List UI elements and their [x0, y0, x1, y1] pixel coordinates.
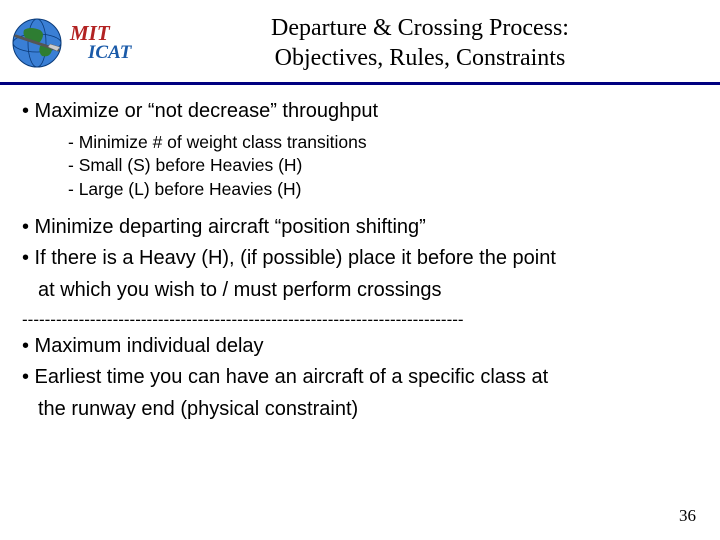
logo-secondary: ICAT [88, 44, 131, 62]
slide-header: MIT ICAT Departure & Crossing Process: O… [0, 0, 720, 78]
bullet-5a: • Earliest time you can have an aircraft… [22, 365, 698, 391]
title-line-2: Objectives, Rules, Constraints [180, 43, 660, 73]
bullet-4: • Maximum individual delay [22, 334, 698, 360]
sub-3: - Large (L) before Heavies (H) [68, 178, 698, 201]
logo-primary: MIT [70, 24, 131, 44]
dash-separator: ----------------------------------------… [22, 310, 698, 330]
slide-content: • Maximize or “not decrease” throughput … [0, 99, 720, 422]
logo-block: MIT ICAT [10, 16, 180, 70]
bullet-3b: at which you wish to / must perform cros… [38, 278, 698, 304]
header-divider [0, 82, 720, 85]
globe-icon [10, 16, 64, 70]
page-number: 36 [679, 506, 696, 526]
title-line-1: Departure & Crossing Process: [180, 13, 660, 43]
title-block: Departure & Crossing Process: Objectives… [180, 13, 700, 73]
bullet-5b: the runway end (physical constraint) [38, 397, 698, 423]
bullet-3a: • If there is a Heavy (H), (if possible)… [22, 246, 698, 272]
sub-2: - Small (S) before Heavies (H) [68, 154, 698, 177]
bullet-1: • Maximize or “not decrease” throughput [22, 99, 698, 125]
sub-1: - Minimize # of weight class transitions [68, 131, 698, 154]
logo-text: MIT ICAT [70, 24, 131, 62]
bullet-1-subitems: - Minimize # of weight class transitions… [68, 131, 698, 201]
bullet-2: • Minimize departing aircraft “position … [22, 215, 698, 241]
